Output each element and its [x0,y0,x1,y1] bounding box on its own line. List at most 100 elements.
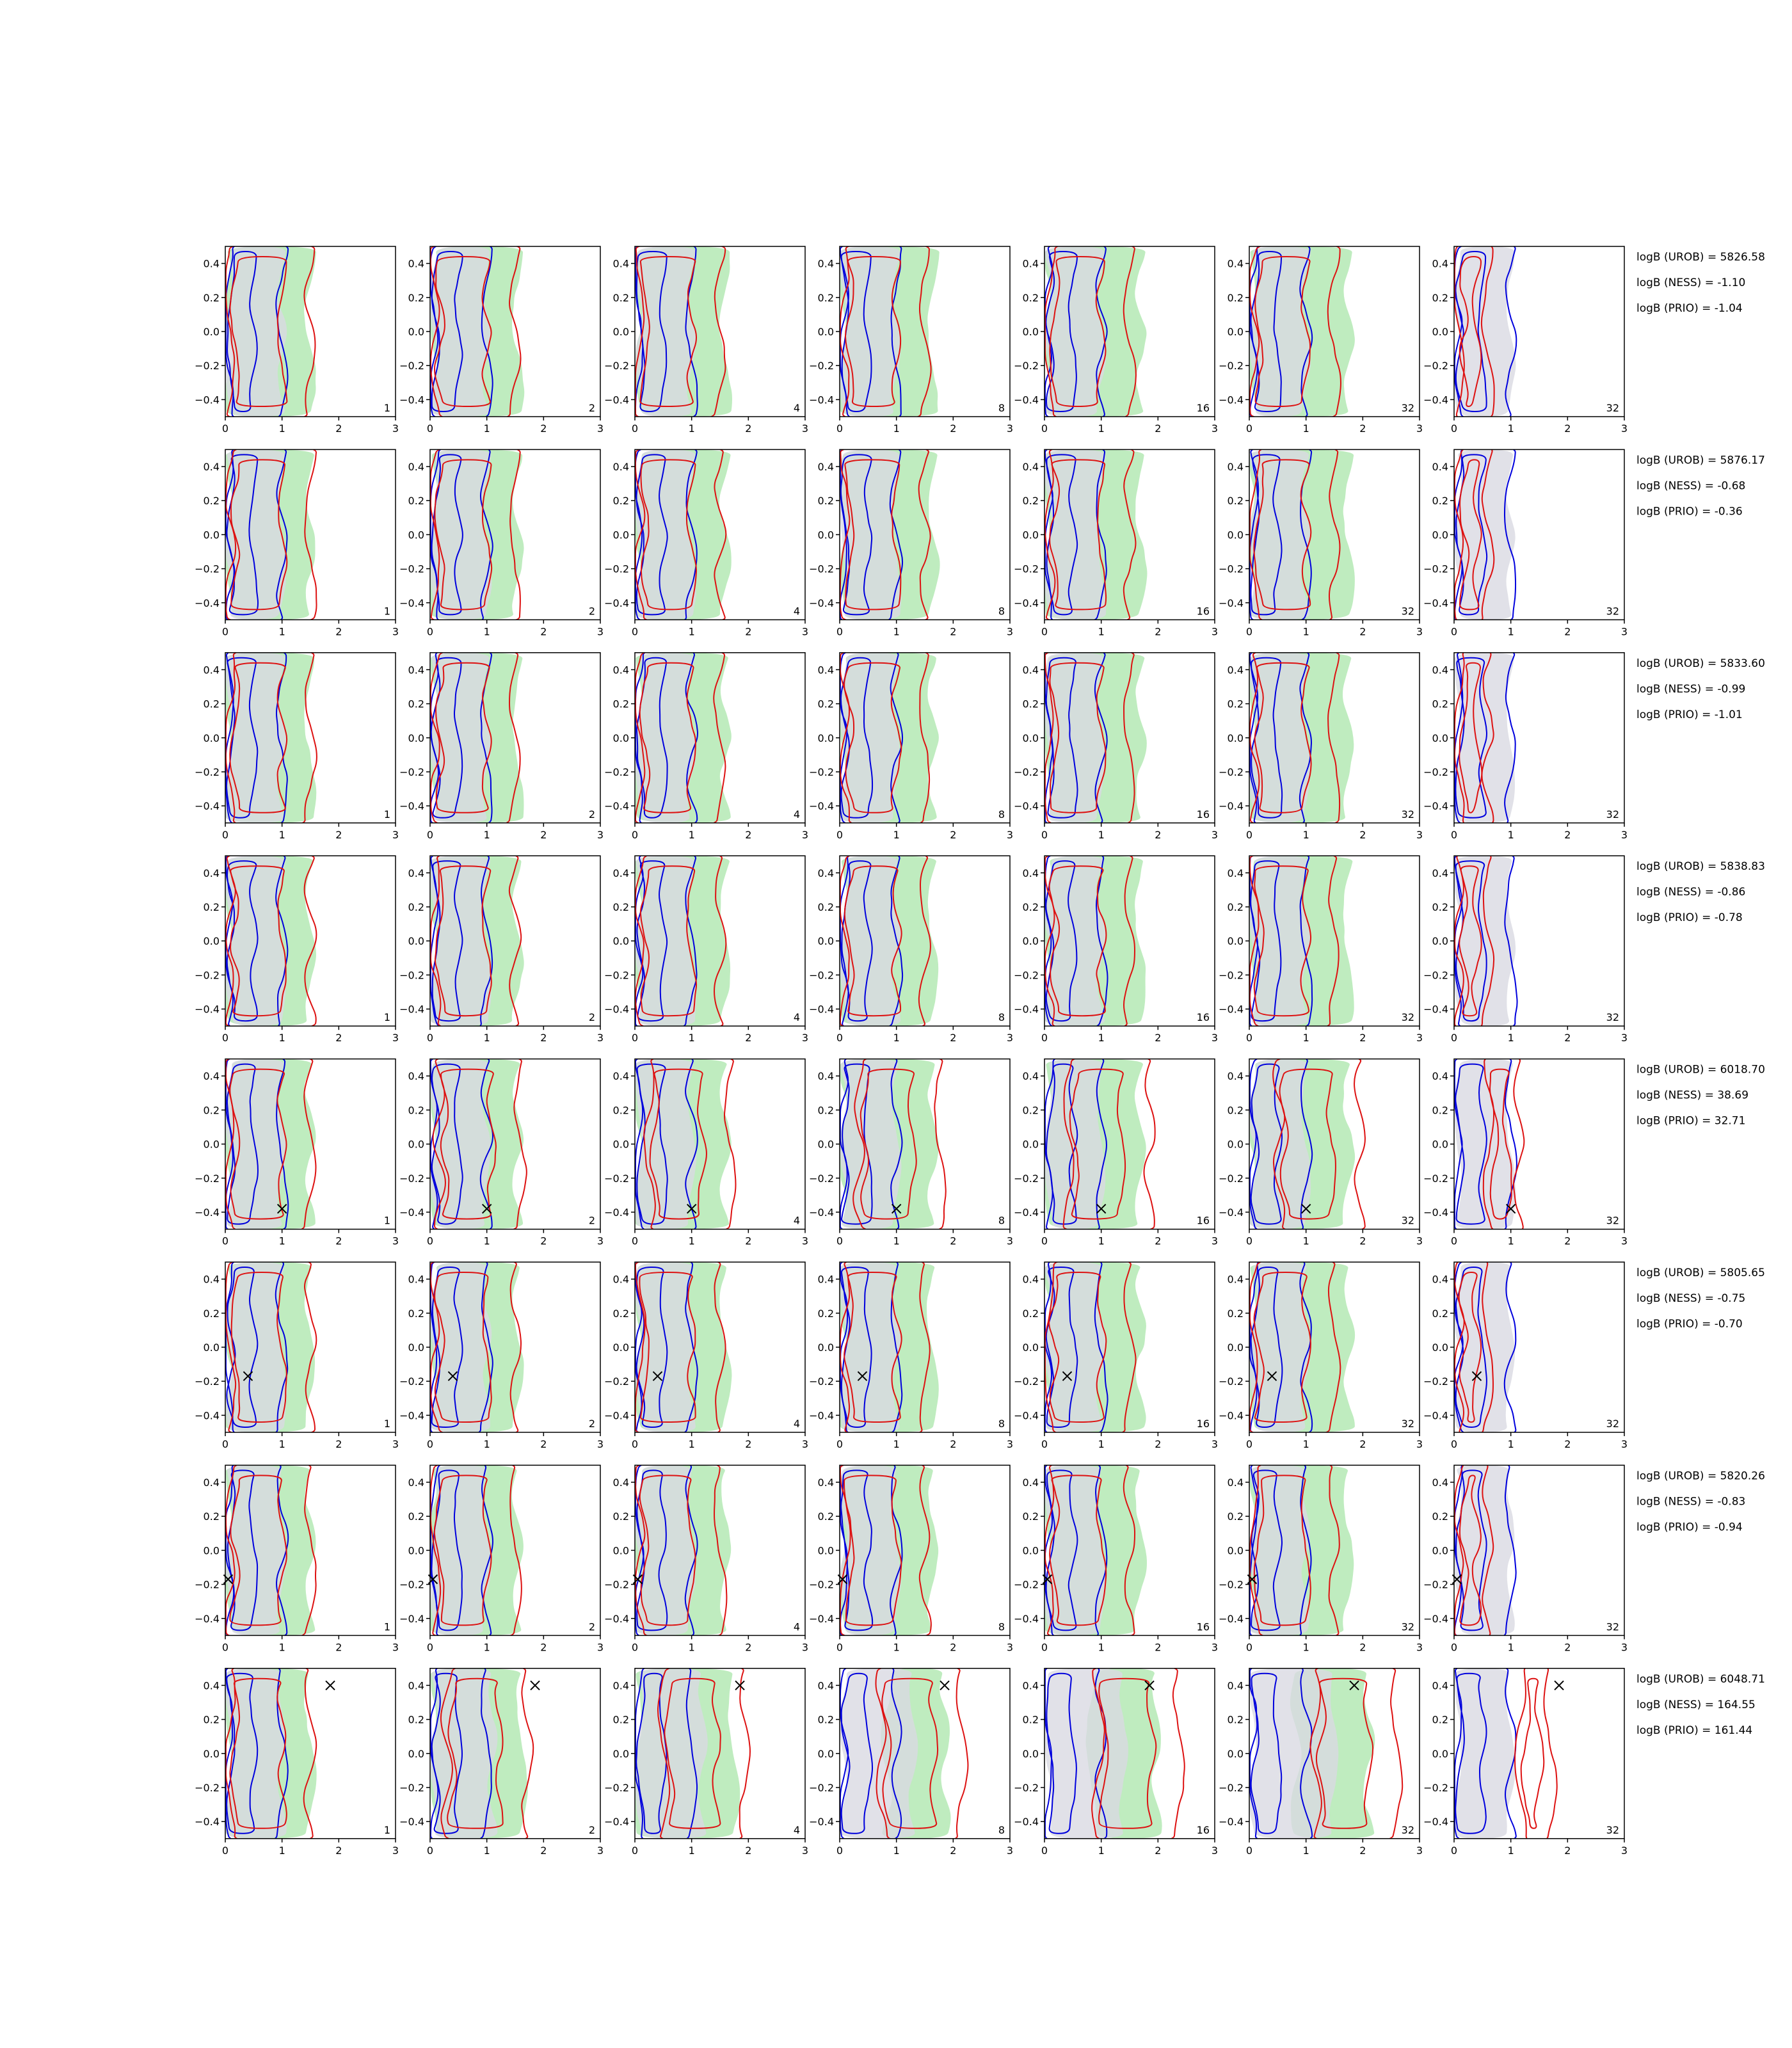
contour-blue-outer [430,1465,493,1636]
y-tick-label: 0.4 [613,867,629,879]
contour-red-inner [434,1271,492,1423]
y-tick-label: −0.2 [809,360,834,372]
y-tick-label: 0.0 [818,935,834,947]
contour-red-outer [430,856,522,1027]
contour-red-outer [225,449,317,620]
x-tick-label: 0 [1041,1641,1048,1653]
panel-label: 32 [1606,808,1619,820]
y-tick-label: 0.0 [408,1544,424,1556]
x-tick-label: 0 [836,1641,843,1653]
y-tick-label: −0.2 [1219,1172,1244,1185]
y-tick-label: −0.2 [1423,1172,1448,1185]
contour-red-inner [1048,1271,1107,1423]
contour-red-outer [430,246,522,417]
logb-annotation: logB (PRIO) = 32.71 [1636,1115,1745,1128]
y-tick-label: 0.0 [1228,935,1244,947]
y-tick-label: 0.0 [818,529,834,541]
y-tick-label: 0.0 [613,1544,629,1556]
x-tick-label: 0 [222,422,228,435]
subplot-panel: 0 1 2 3 0.4 0.2 0.0 −0.2 −0.4 4 [604,1464,808,1653]
y-tick-label: 0.4 [613,664,629,676]
subplot-panel: 0 1 2 3 0.4 0.2 0.0 −0.2 −0.4 16 [1014,652,1218,841]
y-tick-label: −0.2 [809,766,834,778]
y-tick-label: 0.4 [1432,1679,1448,1692]
y-tick-label: 0.4 [408,1476,424,1489]
y-tick-label: −0.4 [604,1816,629,1828]
x-tick-label: 2 [1564,1641,1571,1653]
x-tick-label: 3 [1621,1438,1628,1450]
x-tick-label: 0 [427,829,433,841]
x-tick-label: 3 [1212,625,1218,637]
posterior-fill-gray [635,652,696,823]
y-tick-label: −0.4 [809,597,834,609]
x-tick-label: 3 [1212,1438,1218,1450]
posterior-fill-gray [1454,652,1516,823]
panel-label: 8 [998,1418,1005,1430]
x-tick-label: 1 [279,1641,285,1653]
y-tick-label: 0.0 [204,1748,220,1760]
x-tick-label: 0 [427,1235,433,1247]
x-tick-label: 2 [1564,1235,1571,1247]
y-tick-label: 0.4 [818,1274,834,1286]
y-tick-label: 0.0 [1228,1341,1244,1354]
y-tick-label: −0.2 [1423,969,1448,981]
panel-label: 32 [1402,808,1414,820]
x-tick-label: 3 [1416,625,1423,637]
x-tick-label: 3 [1621,422,1628,435]
y-tick-label: 0.4 [613,461,629,473]
logb-annotation: logB (UROB) = 5820.26 [1636,1469,1765,1482]
x-tick-label: 3 [597,829,604,841]
panel-contours [1454,246,1517,417]
contour-red-inner [229,1475,287,1626]
y-tick-label: 0.4 [818,664,834,676]
subplot-panel: 0 1 2 3 0.4 0.2 0.0 −0.2 −0.4 1 [195,1261,399,1450]
x-tick-label: 0 [1246,625,1252,637]
y-tick-label: −0.2 [1014,1579,1039,1591]
y-tick-label: 0.4 [1432,258,1448,270]
x-tick-label: 2 [1359,1235,1366,1247]
subplot-panel: 0 1 2 30.40.20.0−0.2−0.42 [399,855,604,1044]
subplot-panel: 0 1 2 3 0.4 0.2 0.0 −0.2 −0.4 32 [1219,1261,1423,1450]
y-tick-label: −0.2 [1423,1579,1448,1591]
truth-marker [1144,1680,1155,1691]
logb-annotation: logB (NESS) = -0.83 [1636,1495,1745,1508]
contour-blue-inner [1455,860,1487,1022]
x-tick-label: 1 [484,422,490,435]
y-tick-label: −0.2 [809,1782,834,1794]
x-tick-label: 0 [1451,829,1457,841]
contour-red-outer [840,652,931,823]
posterior-fill-gray [635,856,696,1027]
contour-red-inner [1459,662,1483,813]
y-tick-label: 0.2 [613,292,629,304]
y-tick-label: 0.4 [613,1476,629,1489]
x-tick-label: 3 [1007,1844,1013,1857]
y-tick-label: 0.0 [408,326,424,338]
x-tick-label: 2 [335,422,342,435]
y-tick-label: 0.0 [818,326,834,338]
y-tick-label: 0.2 [613,698,629,710]
panel-label: 8 [998,402,1005,414]
y-tick-label: 0.2 [818,495,834,507]
panel-label: 2 [589,1215,595,1227]
y-tick-label: −0.2 [399,1782,424,1794]
posterior-fill-gray [430,856,492,1027]
x-tick-label: 2 [1155,1438,1161,1450]
y-tick-label: 0.4 [408,258,424,270]
contour-blue-outer [635,1262,698,1432]
y-tick-label: 0.0 [1228,1544,1244,1556]
contour-red-inner [435,662,492,813]
contour-red-inner [1459,865,1482,1017]
x-tick-label: 1 [893,1844,900,1857]
panel-label: 4 [794,1418,800,1430]
x-tick-label: 2 [1564,422,1571,435]
contour-blue-inner [1046,1672,1077,1834]
panel-contours [1454,652,1516,823]
contour-red-outer [635,652,726,823]
y-tick-label: −0.2 [399,969,424,981]
truth-marker [652,1371,663,1381]
contour-red-inner [1253,459,1312,611]
contour-red-inner [1254,255,1311,408]
panel-label: 2 [589,402,595,414]
panel-label: 1 [384,605,390,617]
y-tick-label: 0.0 [204,326,220,338]
